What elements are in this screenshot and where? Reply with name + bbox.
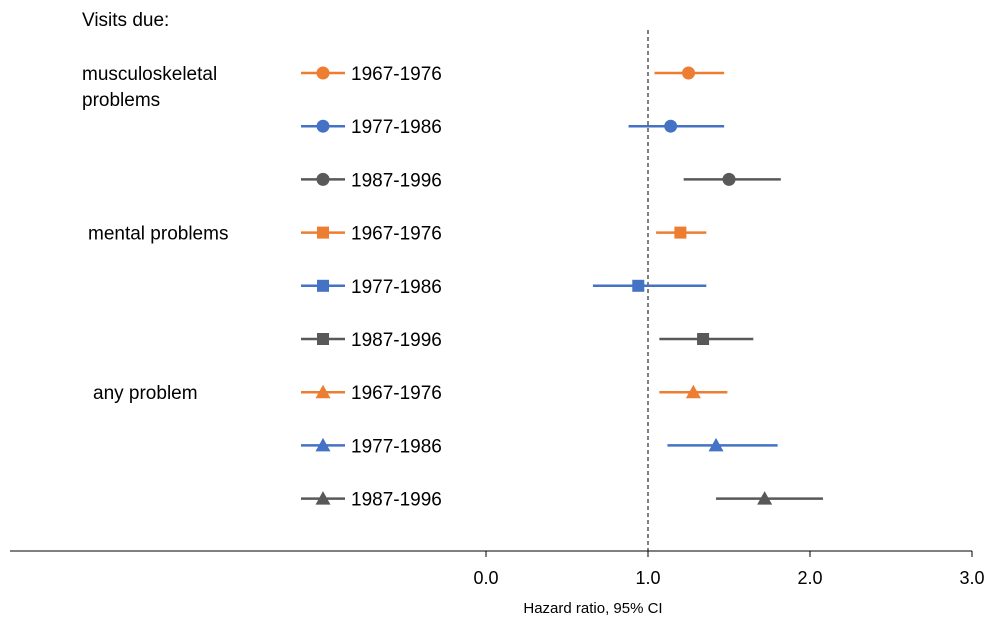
group-label-line: mental problems [88,224,228,245]
ci-marks [592,66,823,505]
x-axis-label: Hazard ratio, 95% CI [523,600,662,617]
legend-marker [316,66,330,80]
legend-label: 1977-1986 [351,117,442,138]
legend-marker [315,437,331,452]
point-estimate [685,384,701,399]
group-label: musculoskeletal problems [82,64,217,111]
legend-label: 1967-1976 [351,383,442,404]
x-tick-label: 3.0 [959,568,984,588]
x-axis: 0.0 1.0 2.0 3.0 [10,550,985,588]
group-label-line: any problem [93,383,198,404]
legend-label: 1977-1986 [351,277,442,298]
row-legends: 1967-1976 1977-1986 1987-1996 1967-1976 1977… [301,64,442,511]
group-label-line: musculoskeletal [82,64,217,85]
legend-marker [317,279,329,292]
legend-marker [315,384,331,399]
point-estimate [757,491,773,505]
group-label: any problem [93,383,198,404]
legend-label: 1967-1976 [351,224,442,245]
point-estimate [632,279,645,292]
x-tick-label: 1.0 [635,568,660,588]
point-estimate [708,437,724,452]
group-labels: musculoskeletal problems mental problems an… [82,64,228,404]
group-label: mental problems [88,224,228,245]
legend-marker [316,172,330,186]
legend-label: 1967-1976 [351,64,442,85]
point-estimate [664,119,678,133]
legend-marker [316,119,330,133]
legend-marker [315,491,331,505]
legend-marker [317,333,329,345]
point-estimate [697,333,710,345]
point-estimate [674,226,687,239]
point-estimate [722,172,736,186]
legend-marker [317,226,329,239]
x-tick-label: 2.0 [797,568,822,588]
chart-title: Visits due: [82,10,169,31]
group-label-line: problems [82,90,160,111]
legend-label: 1977-1986 [351,436,442,457]
legend-label: 1987-1996 [351,170,442,191]
legend-label: 1987-1996 [351,490,442,511]
point-estimate [682,66,695,80]
x-tick-label: 0.0 [473,568,498,588]
legend-label: 1987-1996 [351,330,442,351]
